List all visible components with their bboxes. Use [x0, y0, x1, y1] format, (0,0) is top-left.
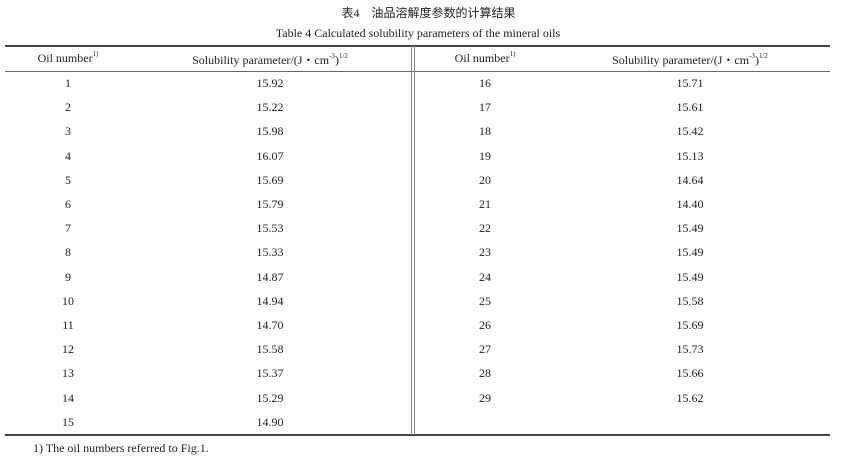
oil-number-cell: 2: [65, 100, 71, 115]
solubility-value-cell: 14.64: [676, 172, 704, 187]
oil-number-cell: 1: [65, 76, 71, 90]
solubility-value-cell: 15.58: [256, 342, 284, 357]
oil-number-cell: 19: [479, 148, 491, 163]
oil-number-cell: 22: [479, 221, 491, 236]
solubility-value-cell: 14.40: [676, 197, 704, 211]
solubility-value-cell: 15.92: [256, 76, 284, 90]
oil-number-cell: 25: [479, 293, 491, 308]
header-oil-number-right: Oil number1): [454, 50, 516, 66]
oil-number-cell: 28: [479, 366, 491, 381]
solubility-value-cell: 15.22: [256, 100, 284, 115]
oil-number-cell: 10: [62, 293, 74, 308]
oil-number-cell: 11: [62, 318, 74, 332]
solubility-value-cell: 14.94: [256, 293, 284, 308]
solubility-value-cell: 14.70: [256, 318, 284, 332]
bottom-rule: [5, 434, 830, 436]
solubility-value-cell: 15.49: [676, 245, 704, 260]
oil-number-cell: 5: [65, 172, 71, 187]
solubility-value-cell: 15.33: [256, 245, 284, 260]
oil-number-cell: 23: [479, 245, 491, 260]
solubility-value-cell: 15.66: [676, 366, 704, 381]
oil-number-cell: 4: [65, 148, 71, 163]
table-caption-chinese: 表4 油品溶解度参数的计算结果: [341, 6, 516, 20]
footnote: 1) The oil numbers referred to Fig.1.: [33, 441, 209, 455]
oil-number-cell: 16: [479, 76, 491, 90]
oil-number-cell: 15: [62, 414, 74, 429]
solubility-value-cell: 14.90: [256, 414, 284, 429]
solubility-value-cell: 15.53: [256, 221, 284, 236]
oil-number-cell: 21: [479, 197, 491, 211]
solubility-value-cell: 15.62: [676, 390, 704, 405]
column-divider-left: [411, 46, 412, 435]
solubility-value-cell: 15.69: [676, 318, 704, 332]
header-solubility-right: Solubility parameter/(J・cm-3)1/2: [612, 52, 768, 68]
oil-number-cell: 12: [62, 342, 74, 357]
solubility-value-cell: 15.73: [676, 342, 704, 357]
oil-number-cell: 6: [65, 197, 71, 211]
solubility-value-cell: 14.87: [256, 269, 284, 284]
oil-number-cell: 14: [62, 390, 74, 405]
solubility-value-cell: 15.79: [256, 197, 284, 211]
solubility-value-cell: 15.13: [676, 148, 704, 163]
header-solubility-left: Solubility parameter/(J・cm-3)1/2: [192, 52, 348, 68]
oil-number-cell: 27: [479, 342, 491, 357]
oil-number-cell: 3: [65, 124, 71, 139]
solubility-value-cell: 15.61: [676, 100, 704, 115]
oil-number-cell: 26: [479, 318, 491, 332]
solubility-value-cell: 16.07: [256, 148, 284, 163]
solubility-value-cell: 15.37: [256, 366, 284, 381]
solubility-value-cell: 15.69: [256, 172, 284, 187]
oil-number-cell: 24: [479, 269, 491, 284]
oil-number-cell: 20: [479, 172, 491, 187]
solubility-value-cell: 15.58: [676, 293, 704, 308]
oil-number-cell: 9: [65, 269, 71, 284]
oil-number-cell: 8: [65, 245, 71, 260]
column-divider-right: [414, 46, 415, 435]
oil-number-cell: 18: [479, 124, 491, 139]
oil-number-cell: 7: [65, 221, 71, 236]
oil-number-cell: 13: [62, 366, 74, 381]
oil-number-cell: 29: [479, 390, 491, 405]
top-rule: [5, 45, 830, 47]
table-caption-english: Table 4 Calculated solubility parameters…: [275, 26, 561, 40]
solubility-value-cell: 15.49: [676, 269, 704, 284]
solubility-value-cell: 15.42: [676, 124, 704, 139]
solubility-value-cell: 15.71: [676, 76, 704, 90]
oil-number-cell: 17: [479, 100, 491, 115]
solubility-value-cell: 15.29: [256, 390, 284, 405]
header-oil-number-left: Oil number1): [37, 50, 99, 66]
header-rule: [5, 71, 830, 72]
solubility-value-cell: 15.98: [256, 124, 284, 139]
solubility-value-cell: 15.49: [676, 221, 704, 236]
